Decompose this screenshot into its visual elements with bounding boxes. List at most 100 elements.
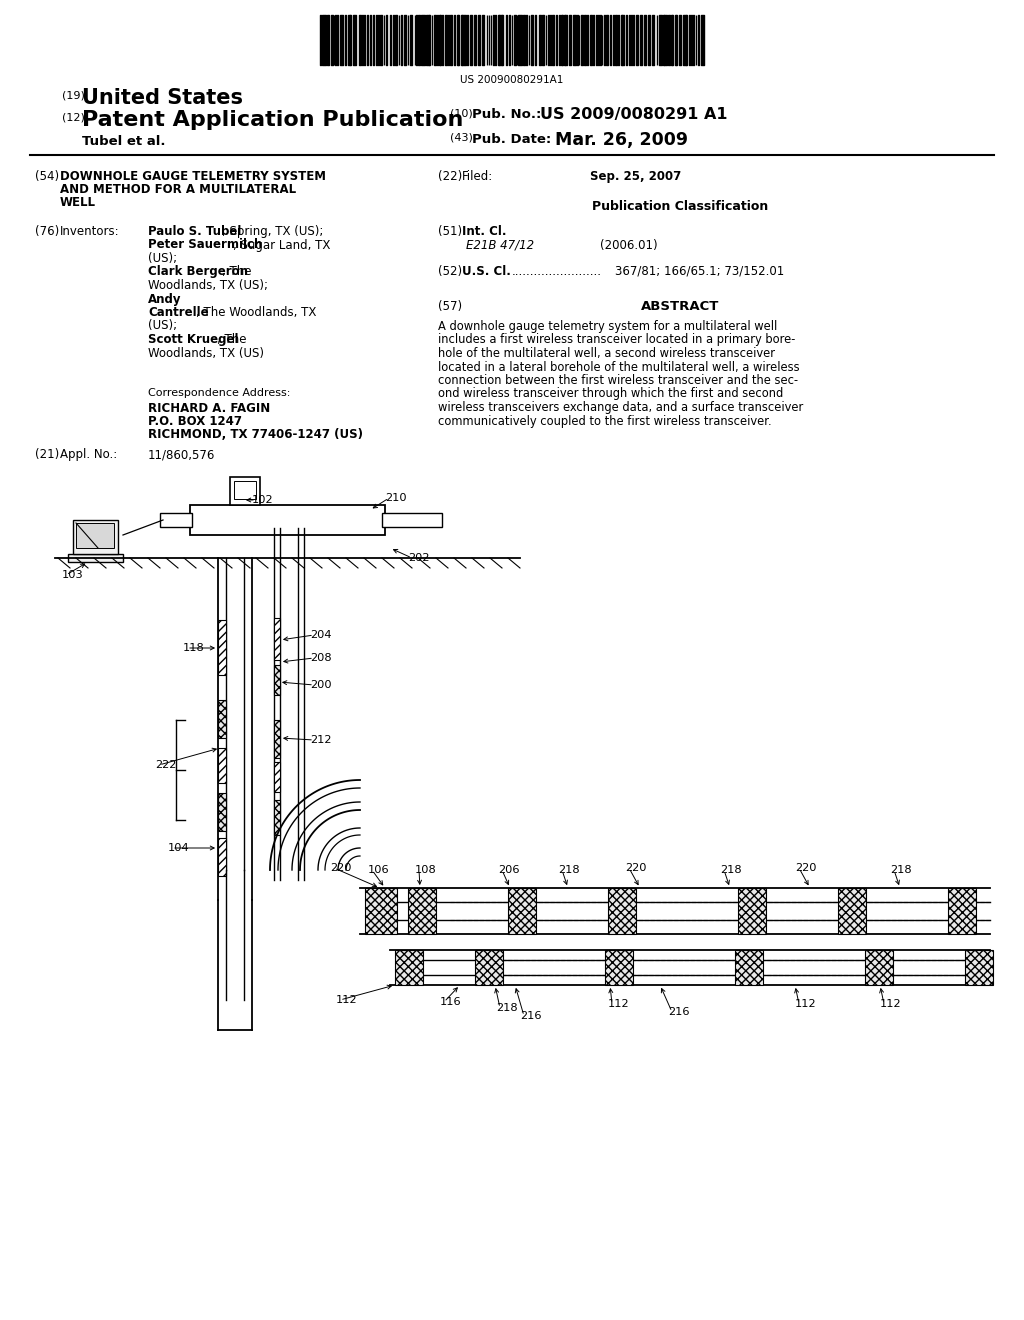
Text: 112: 112 xyxy=(608,999,630,1008)
Text: 104: 104 xyxy=(168,843,189,853)
Text: 112: 112 xyxy=(880,999,901,1008)
Text: 367/81; 166/65.1; 73/152.01: 367/81; 166/65.1; 73/152.01 xyxy=(615,265,784,279)
Text: US 20090080291A1: US 20090080291A1 xyxy=(461,75,563,84)
Text: ........................: ........................ xyxy=(512,265,602,279)
Text: ABSTRACT: ABSTRACT xyxy=(641,300,719,313)
Text: Mar. 26, 2009: Mar. 26, 2009 xyxy=(555,131,688,149)
Text: 222: 222 xyxy=(155,760,176,770)
Text: Andy: Andy xyxy=(148,293,181,305)
Text: , The: , The xyxy=(217,333,247,346)
Text: Cantrelle: Cantrelle xyxy=(148,306,209,319)
Text: 11/860,576: 11/860,576 xyxy=(148,447,215,461)
Text: 200: 200 xyxy=(310,680,332,690)
Text: 218: 218 xyxy=(890,865,911,875)
Text: 220: 220 xyxy=(625,863,646,873)
Text: (51): (51) xyxy=(438,224,462,238)
Text: 216: 216 xyxy=(520,1011,542,1020)
Text: includes a first wireless transceiver located in a primary bore-: includes a first wireless transceiver lo… xyxy=(438,334,796,346)
Text: Woodlands, TX (US): Woodlands, TX (US) xyxy=(148,346,264,359)
Text: RICHARD A. FAGIN: RICHARD A. FAGIN xyxy=(148,403,270,414)
Bar xyxy=(218,838,226,876)
Text: 108: 108 xyxy=(415,865,437,875)
Text: 216: 216 xyxy=(668,1007,689,1016)
Text: Pub. No.:: Pub. No.: xyxy=(472,108,542,121)
Text: Int. Cl.: Int. Cl. xyxy=(462,224,507,238)
Bar xyxy=(274,618,280,660)
Text: 220: 220 xyxy=(330,863,351,873)
Bar xyxy=(274,800,280,836)
Text: Clark Bergeron: Clark Bergeron xyxy=(148,265,248,279)
Bar xyxy=(965,950,993,985)
Text: E21B 47/12: E21B 47/12 xyxy=(466,239,535,252)
Text: 212: 212 xyxy=(310,735,332,744)
Text: Patent Application Publication: Patent Application Publication xyxy=(82,110,464,129)
Text: P.O. BOX 1247: P.O. BOX 1247 xyxy=(148,414,242,428)
Text: (57): (57) xyxy=(438,300,462,313)
Bar xyxy=(408,888,436,935)
Bar xyxy=(382,513,442,527)
Bar xyxy=(365,888,397,935)
Text: (43): (43) xyxy=(450,133,473,143)
Text: US 2009/0080291 A1: US 2009/0080291 A1 xyxy=(540,107,727,121)
Bar xyxy=(190,506,385,535)
Text: 218: 218 xyxy=(720,865,741,875)
Text: DOWNHOLE GAUGE TELEMETRY SYSTEM: DOWNHOLE GAUGE TELEMETRY SYSTEM xyxy=(60,170,326,183)
Bar xyxy=(218,793,226,832)
Text: , The Woodlands, TX: , The Woodlands, TX xyxy=(196,306,316,319)
Text: , The: , The xyxy=(222,265,252,279)
Text: 210: 210 xyxy=(385,492,407,503)
Bar xyxy=(274,719,280,758)
Text: wireless transceivers exchange data, and a surface transceiver: wireless transceivers exchange data, and… xyxy=(438,401,803,414)
Text: 103: 103 xyxy=(62,570,84,579)
Text: 112: 112 xyxy=(336,995,357,1005)
Text: 106: 106 xyxy=(368,865,389,875)
Text: located in a lateral borehole of the multilateral well, a wireless: located in a lateral borehole of the mul… xyxy=(438,360,800,374)
Text: Publication Classification: Publication Classification xyxy=(592,201,768,213)
Text: Tubel et al.: Tubel et al. xyxy=(82,135,166,148)
Bar xyxy=(76,523,114,548)
Text: (21): (21) xyxy=(35,447,59,461)
Text: Filed:: Filed: xyxy=(462,170,494,183)
Text: (US);: (US); xyxy=(148,252,181,265)
Text: ond wireless transceiver through which the first and second: ond wireless transceiver through which t… xyxy=(438,388,783,400)
Text: Pub. Date:: Pub. Date: xyxy=(472,133,551,147)
Text: hole of the multilateral well, a second wireless transceiver: hole of the multilateral well, a second … xyxy=(438,347,775,360)
Text: (19): (19) xyxy=(62,90,85,100)
Text: communicatively coupled to the first wireless transceiver.: communicatively coupled to the first wir… xyxy=(438,414,772,428)
Text: 204: 204 xyxy=(310,630,332,640)
Text: 118: 118 xyxy=(183,643,205,653)
Bar xyxy=(218,748,226,783)
Text: , Spring, TX (US);: , Spring, TX (US); xyxy=(222,224,324,238)
Text: AND METHOD FOR A MULTILATERAL: AND METHOD FOR A MULTILATERAL xyxy=(60,183,296,195)
Bar xyxy=(738,888,766,935)
Text: United States: United States xyxy=(82,88,243,108)
Bar xyxy=(160,513,193,527)
Text: (76): (76) xyxy=(35,224,59,238)
Text: 102: 102 xyxy=(252,495,273,506)
Bar xyxy=(218,620,226,675)
Text: 220: 220 xyxy=(795,863,816,873)
Text: Appl. No.:: Appl. No.: xyxy=(60,447,118,461)
Bar xyxy=(274,665,280,696)
Text: (10): (10) xyxy=(450,108,473,117)
Text: 116: 116 xyxy=(440,997,462,1007)
Text: Correspondence Address:: Correspondence Address: xyxy=(148,388,291,399)
Bar xyxy=(395,950,423,985)
Text: Paulo S. Tubel: Paulo S. Tubel xyxy=(148,224,242,238)
Text: 218: 218 xyxy=(558,865,580,875)
Text: 218: 218 xyxy=(496,1003,517,1012)
Text: Sep. 25, 2007: Sep. 25, 2007 xyxy=(590,170,681,183)
Text: RICHMOND, TX 77406-1247 (US): RICHMOND, TX 77406-1247 (US) xyxy=(148,428,362,441)
Bar xyxy=(73,520,118,554)
Bar xyxy=(508,888,536,935)
Bar xyxy=(475,950,503,985)
Bar xyxy=(230,477,260,506)
Text: Inventors:: Inventors: xyxy=(60,224,120,238)
Bar xyxy=(274,762,280,792)
Text: A downhole gauge telemetry system for a multilateral well: A downhole gauge telemetry system for a … xyxy=(438,319,777,333)
Bar xyxy=(948,888,976,935)
Bar xyxy=(608,888,636,935)
Text: (22): (22) xyxy=(438,170,462,183)
Text: 202: 202 xyxy=(408,553,429,564)
Text: (US);: (US); xyxy=(148,319,181,333)
